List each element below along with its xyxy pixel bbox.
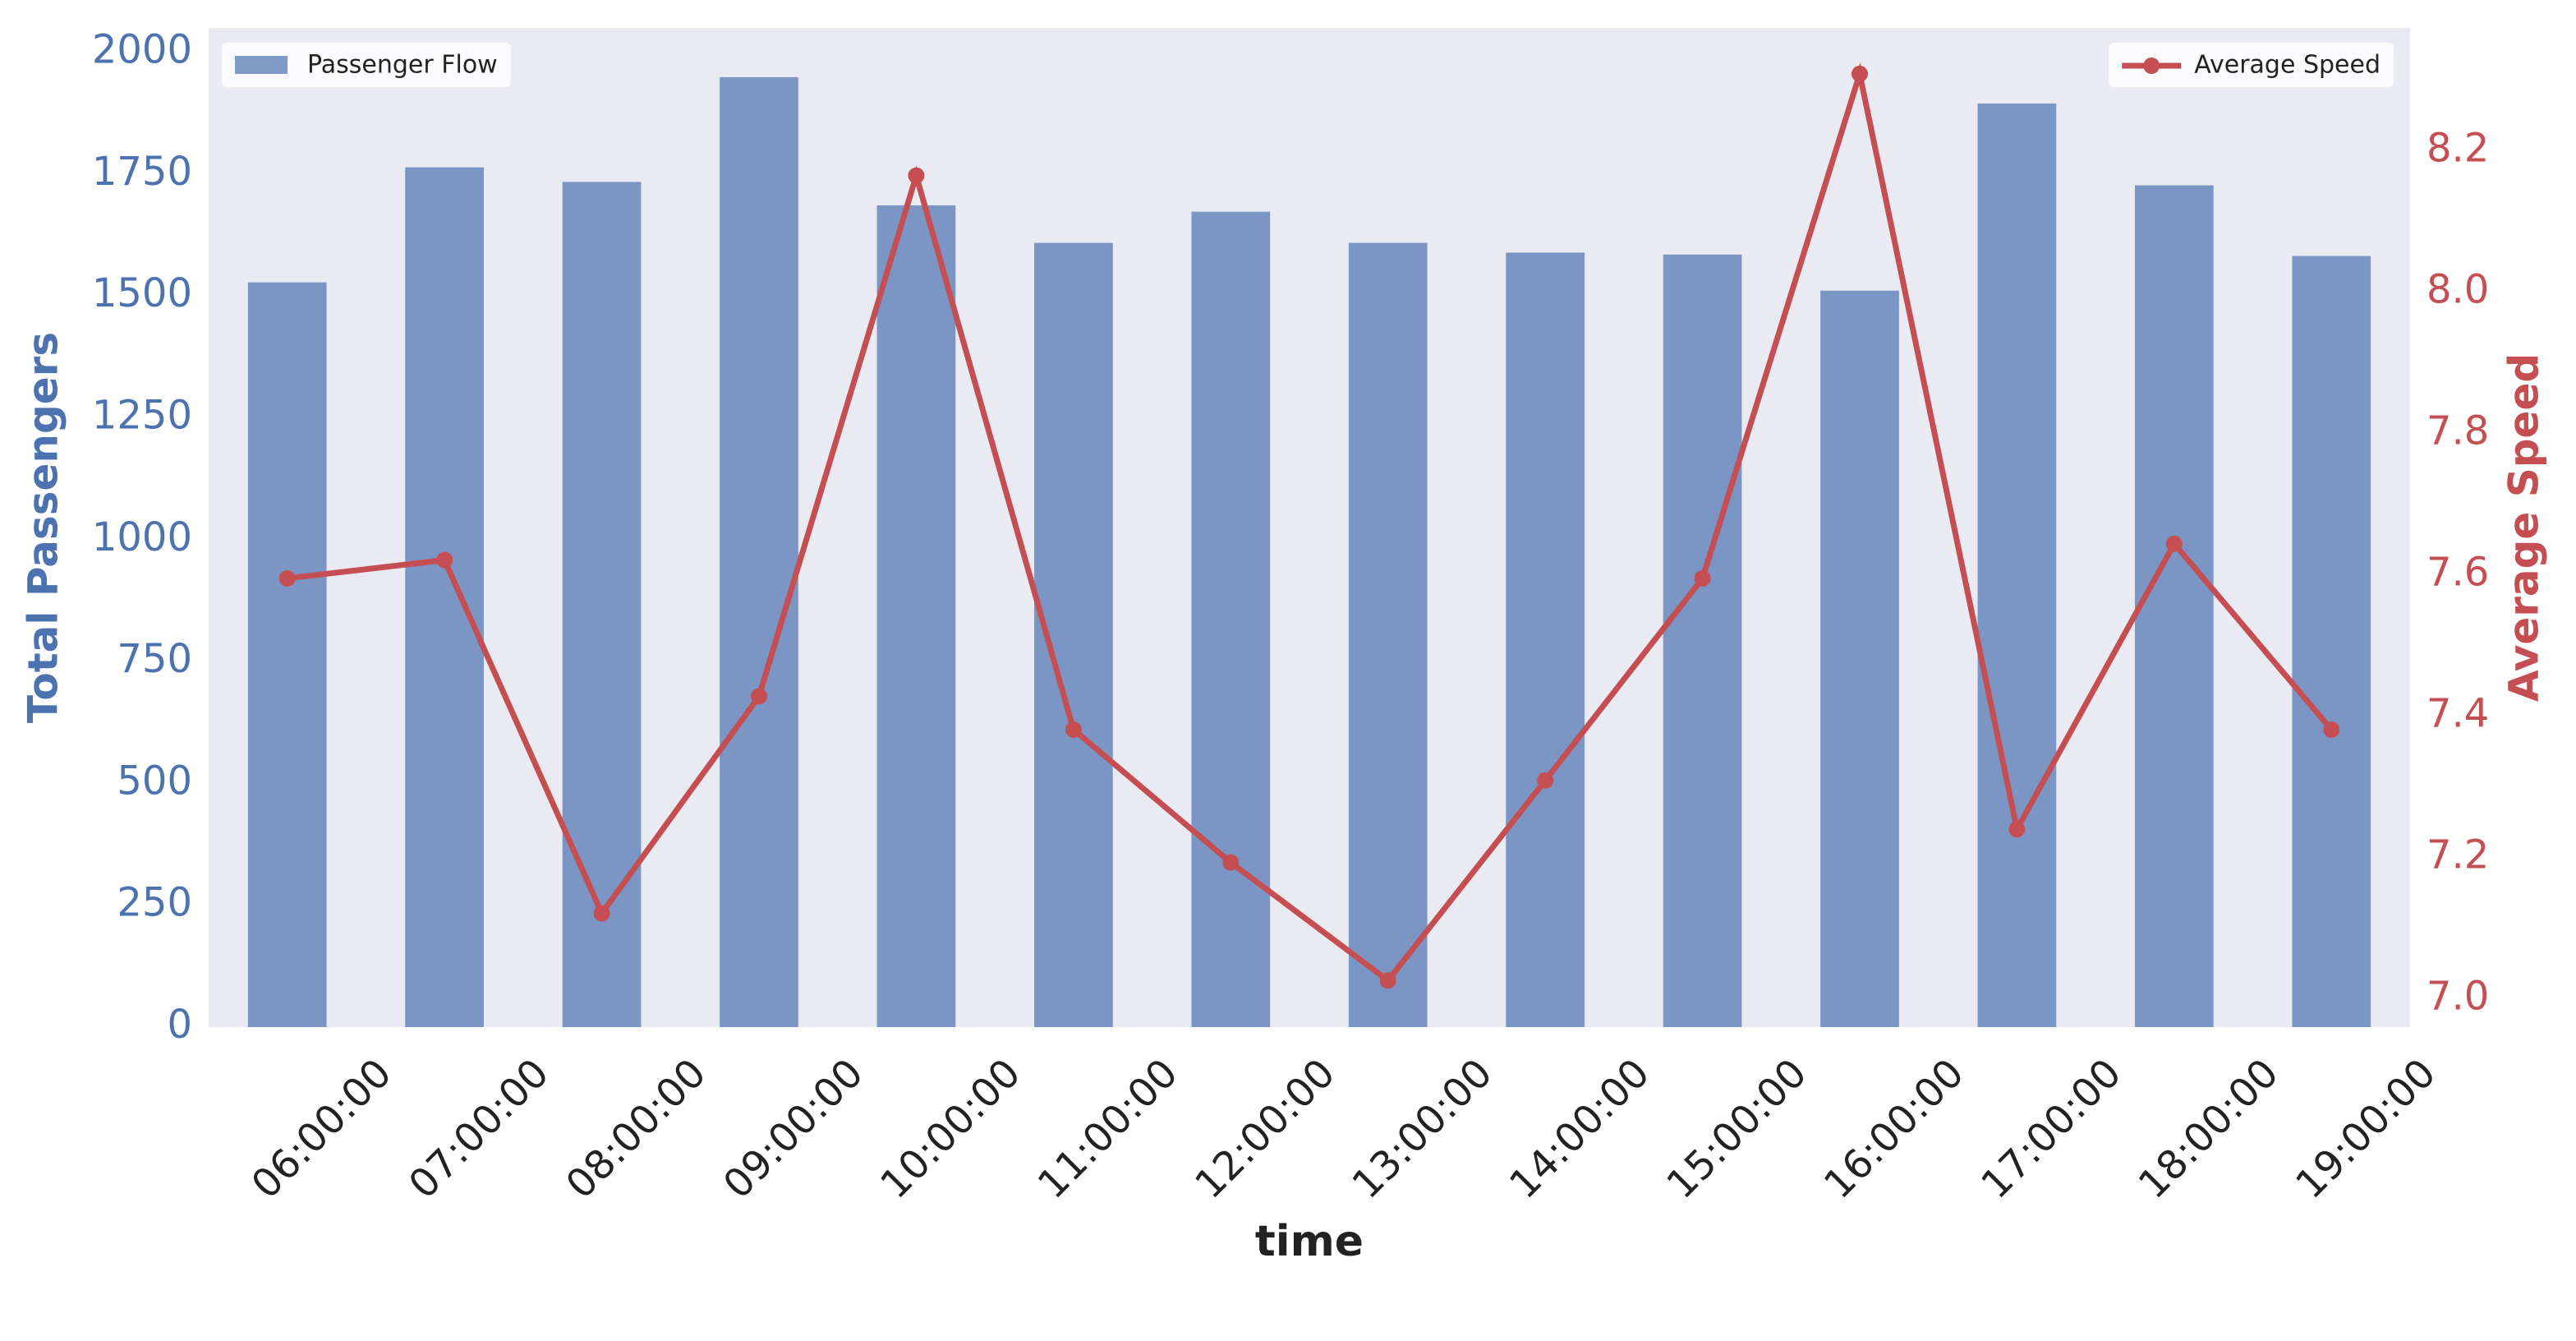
y-tick-label: 750	[117, 636, 192, 682]
y-tick-label: 500	[117, 758, 192, 804]
x-tick-label: 08:00:00	[557, 1050, 715, 1208]
line-point	[1065, 721, 1082, 738]
x-tick-label: 15:00:00	[1658, 1050, 1815, 1208]
y-tick-label: 2000	[92, 27, 192, 73]
line-point	[278, 569, 296, 587]
line-point	[1537, 772, 1554, 789]
line-point	[908, 167, 925, 184]
y2-tick-label: 7.2	[2426, 832, 2489, 878]
legend-swatch	[2143, 58, 2160, 74]
bar	[876, 205, 956, 1028]
bar	[1191, 211, 1271, 1027]
legend-box	[2109, 43, 2394, 87]
bar	[1506, 252, 1585, 1027]
bar	[247, 282, 327, 1027]
bar	[720, 76, 798, 1027]
x-axis-label: time	[1255, 1217, 1364, 1266]
x-tick-label: 17:00:00	[1972, 1050, 2130, 1208]
x-tick-label: 16:00:00	[1815, 1050, 1973, 1208]
legend-swatch	[235, 56, 288, 74]
x-tick-label: 18:00:00	[2130, 1050, 2288, 1208]
line-point	[1852, 65, 1868, 82]
y2-tick-label: 7.0	[2426, 974, 2489, 1020]
bar	[1348, 242, 1428, 1028]
x-tick-label: 10:00:00	[872, 1050, 1029, 1208]
y-tick-label: 1750	[92, 149, 192, 195]
line-point	[436, 551, 453, 569]
y2-tick-label: 7.8	[2426, 408, 2489, 454]
y-tick-label: 1000	[92, 514, 192, 560]
bar	[2135, 185, 2214, 1028]
x-tick-label: 06:00:00	[243, 1050, 401, 1208]
legend-label: Passenger Flow	[307, 51, 498, 80]
y2-tick-label: 7.4	[2426, 691, 2489, 737]
line-point	[1222, 854, 1240, 871]
bar	[1663, 254, 1742, 1027]
legend-label: Average Speed	[2194, 51, 2380, 80]
y-tick-label: 1500	[92, 270, 192, 316]
line-point	[2165, 535, 2183, 552]
bar	[1977, 103, 2057, 1028]
line-point	[593, 905, 610, 922]
legend-box	[222, 43, 511, 87]
line	[287, 62, 2334, 985]
bar	[405, 167, 484, 1027]
y2-tick-label: 8.2	[2426, 126, 2489, 172]
x-tick-label: 13:00:00	[1344, 1050, 1502, 1208]
y-axis-label: Total Passengers	[20, 332, 67, 723]
legend: Average Speed	[2109, 43, 2394, 87]
x-tick-label: 14:00:00	[1501, 1050, 1658, 1208]
line-point	[1694, 569, 1711, 587]
y2-axis-label: Average Speed	[2500, 353, 2548, 702]
plot-area	[209, 28, 2410, 1027]
x-tick-label: 07:00:00	[400, 1050, 558, 1208]
x-tick-label: 19:00:00	[2287, 1050, 2445, 1208]
line-point	[2008, 821, 2026, 838]
line-point	[751, 688, 767, 705]
y-tick-label: 0	[167, 1002, 192, 1048]
y-tick-label: 250	[117, 880, 192, 926]
y-tick-label: 1250	[92, 393, 192, 439]
bar	[562, 182, 642, 1028]
x-tick-label: 12:00:00	[1186, 1050, 1344, 1208]
y2-tick-label: 8.0	[2426, 267, 2489, 313]
line-point	[2323, 721, 2340, 738]
x-tick-label: 11:00:00	[1029, 1050, 1187, 1208]
y2-tick-label: 7.6	[2426, 550, 2489, 596]
bar	[1820, 290, 1899, 1028]
line-point	[1379, 972, 1396, 989]
x-tick-label: 09:00:00	[715, 1050, 872, 1208]
bar	[2292, 256, 2371, 1028]
legend: Passenger Flow	[222, 43, 511, 87]
